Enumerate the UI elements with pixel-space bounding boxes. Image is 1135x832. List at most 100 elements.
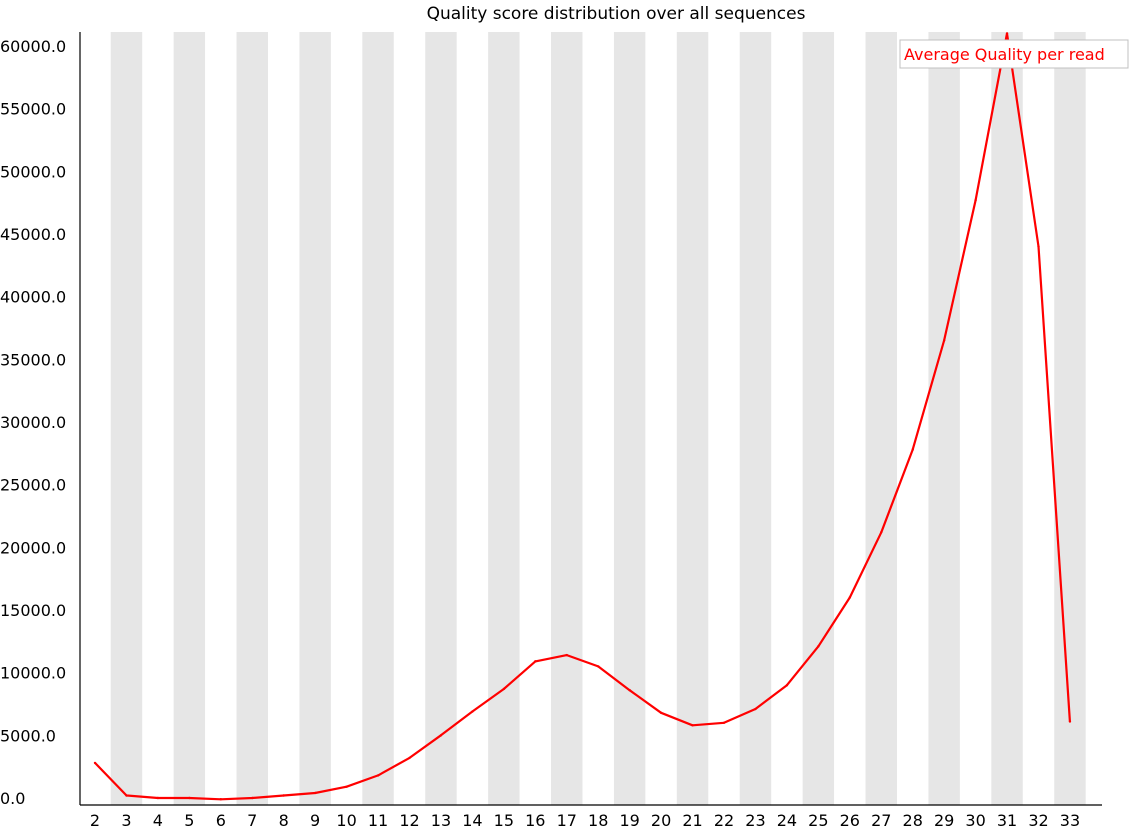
y-tick-label: 5000.0 <box>0 726 56 745</box>
data-point <box>754 707 757 711</box>
data-point <box>534 660 537 663</box>
data-point <box>722 721 726 724</box>
data-point <box>219 798 222 801</box>
y-tick-label: 20000.0 <box>0 538 66 557</box>
x-tick-label: 17 <box>557 811 577 830</box>
band-23 <box>739 32 772 805</box>
data-point <box>408 756 411 760</box>
x-tick-label: 16 <box>525 811 545 830</box>
x-tick-label: 31 <box>997 811 1017 830</box>
background-bands <box>110 32 1086 805</box>
data-point <box>565 653 568 657</box>
x-tick-label: 25 <box>808 811 828 830</box>
data-point <box>974 198 977 202</box>
legend: Average Quality per read <box>899 39 1129 69</box>
data-point <box>659 711 663 714</box>
x-tick-label: 32 <box>1028 811 1048 830</box>
chart-title: Quality score distribution over all sequ… <box>427 4 806 24</box>
axes <box>79 32 1102 806</box>
band-31 <box>991 32 1023 805</box>
data-point <box>597 665 600 668</box>
x-tick-label: 3 <box>121 811 131 830</box>
band-9 <box>299 32 331 805</box>
band-7 <box>236 32 268 805</box>
data-point <box>785 684 789 687</box>
x-tick-label: 26 <box>840 811 860 830</box>
y-axis-ticks: 0.0 5000.0 10000.0 15000.0 20000.0 25000.0 300… <box>0 37 66 808</box>
band-5 <box>173 32 206 805</box>
x-tick-label: 14 <box>462 811 482 830</box>
data-point <box>1005 32 1009 35</box>
x-tick-label: 22 <box>714 811 734 830</box>
x-tick-label: 27 <box>871 811 891 830</box>
data-point <box>911 448 914 451</box>
data-point <box>345 785 348 788</box>
series-line-0 <box>94 32 1071 801</box>
x-tick-label: 23 <box>745 811 765 830</box>
y-tick-label: 40000.0 <box>0 288 66 307</box>
x-tick-label: 12 <box>399 811 419 830</box>
legend-box <box>899 39 1129 69</box>
data-point <box>313 791 317 795</box>
band-21 <box>676 32 709 805</box>
band-3 <box>110 32 143 805</box>
data-point <box>156 796 160 800</box>
y-tick-label: 45000.0 <box>0 225 66 244</box>
data-point <box>942 339 946 342</box>
y-tick-label: 25000.0 <box>0 476 66 495</box>
x-tick-label: 24 <box>777 811 797 830</box>
band-33 <box>1054 32 1086 805</box>
x-tick-label: 11 <box>368 811 388 830</box>
data-point <box>125 794 128 797</box>
data-point <box>880 531 883 534</box>
data-point <box>282 794 285 797</box>
band-19 <box>613 32 646 805</box>
x-tick-label: 29 <box>934 811 954 830</box>
data-point <box>251 796 254 800</box>
y-tick-label: 10000.0 <box>0 664 66 683</box>
x-tick-label: 6 <box>216 811 226 830</box>
y-tick-label: 35000.0 <box>0 350 66 369</box>
x-tick-label: 21 <box>682 811 702 830</box>
x-tick-label: 8 <box>279 811 289 830</box>
data-point <box>502 687 506 691</box>
band-11 <box>362 32 394 805</box>
x-tick-label: 7 <box>247 811 257 830</box>
y-tick-label: 50000.0 <box>0 162 66 181</box>
data-point <box>471 710 474 713</box>
y-tick-label: 55000.0 <box>0 100 66 119</box>
data-point <box>817 645 820 648</box>
band-13 <box>425 32 457 805</box>
series-layer <box>93 32 1072 801</box>
x-tick-label: 19 <box>619 811 639 830</box>
band-27 <box>865 32 897 805</box>
x-tick-label: 13 <box>431 811 451 830</box>
data-point <box>1037 245 1040 248</box>
x-tick-label: 18 <box>588 811 608 830</box>
data-point <box>1068 720 1072 723</box>
data-point <box>93 761 97 765</box>
x-tick-label: 9 <box>310 811 320 830</box>
x-tick-label: 10 <box>336 811 356 830</box>
x-tick-label: 5 <box>184 811 194 830</box>
y-tick-label: 30000.0 <box>0 413 66 432</box>
data-point <box>188 796 191 800</box>
x-tick-label: 2 <box>90 811 100 830</box>
x-tick-label: 15 <box>494 811 514 830</box>
data-point <box>376 774 380 777</box>
data-point <box>848 596 851 599</box>
x-tick-label: 33 <box>1060 811 1080 830</box>
legend-entry-label: Average Quality per read <box>904 45 1105 64</box>
band-15 <box>488 32 520 805</box>
x-tick-label: 20 <box>651 811 671 830</box>
y-tick-label: 0.0 <box>0 789 25 808</box>
band-17 <box>551 32 583 805</box>
x-tick-label: 28 <box>903 811 923 830</box>
y-tick-label: 15000.0 <box>0 601 66 620</box>
x-tick-label: 4 <box>153 811 163 830</box>
band-25 <box>802 32 835 805</box>
x-tick-label: 30 <box>965 811 985 830</box>
band-29 <box>928 32 960 805</box>
